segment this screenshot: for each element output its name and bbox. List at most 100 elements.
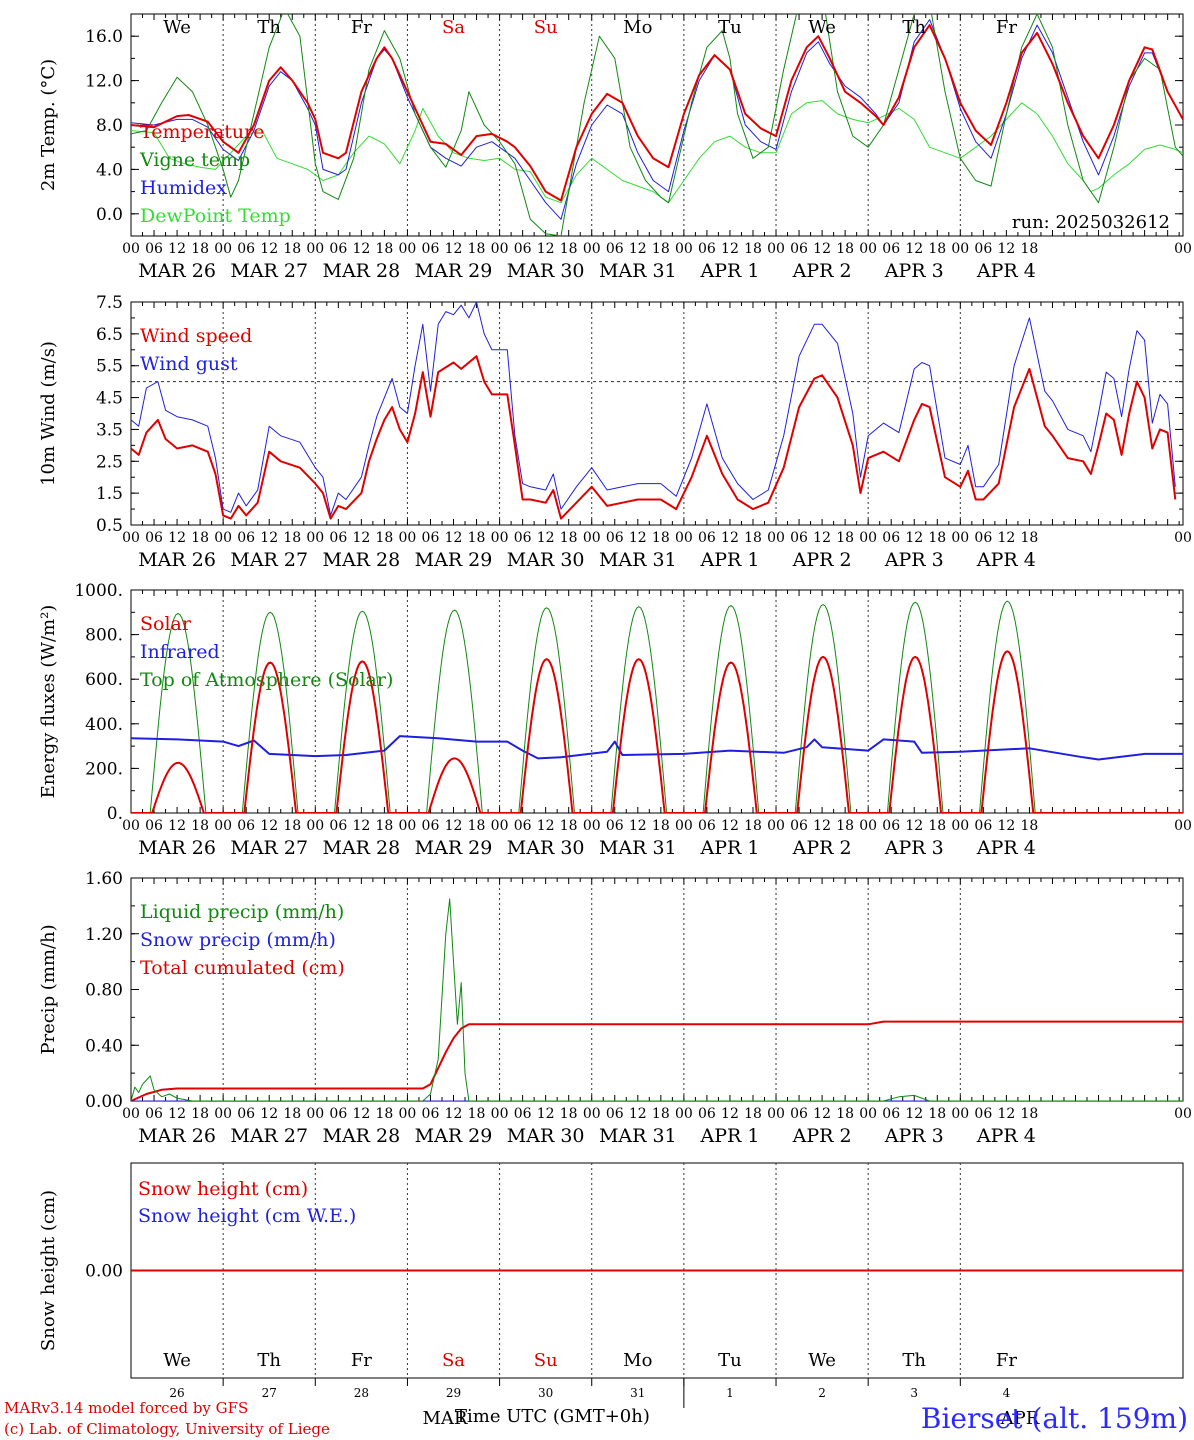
precip-hour-label: 00	[491, 1106, 509, 1122]
precip-hour-label: 06	[145, 1106, 163, 1122]
temperature-hour-label: 18	[744, 241, 762, 257]
wind-hour-label: 12	[721, 530, 739, 546]
snow-weekday-label: Fr	[996, 1350, 1017, 1371]
wind-day-label: MAR 30	[507, 549, 585, 571]
day-number-label: 31	[630, 1386, 645, 1400]
wind-y-axis-label: 10m Wind (m/s)	[38, 341, 59, 486]
temperature-hour-label: 00	[122, 241, 140, 257]
precip-y-tick-label: 0.80	[85, 981, 123, 1001]
temperature-hour-label: 00	[214, 241, 232, 257]
weekday-label: Th	[902, 17, 926, 38]
x-axis-caption: Time UTC (GMT+0h)	[455, 1406, 650, 1427]
precip-hour-label: 18	[744, 1106, 762, 1122]
precip-hour-label: 00	[306, 1106, 324, 1122]
wind-hour-label: 06	[422, 530, 440, 546]
wind-hour-label: 12	[445, 530, 463, 546]
precip-hour-label: 00	[767, 1106, 785, 1122]
energy-day-label: APR 3	[884, 837, 944, 859]
wind-hour-label: 00	[583, 530, 601, 546]
run-label: run: 2025032612	[1012, 212, 1170, 233]
wind-hour-label: 12	[537, 530, 555, 546]
weekday-label: Mo	[623, 17, 652, 38]
precip-hour-label: 12	[905, 1106, 923, 1122]
energy-day-label: MAR 31	[599, 837, 677, 859]
energy-hour-label: 12	[721, 818, 739, 834]
snow-y-axis-label: Snow height (cm)	[38, 1190, 59, 1351]
temperature-legend-entry: Humidex	[140, 177, 227, 199]
weekday-label: Su	[534, 17, 558, 38]
precip-hour-label: 00	[214, 1106, 232, 1122]
energy-y-tick-label: 0.	[107, 804, 123, 824]
wind-hour-label: 06	[790, 530, 808, 546]
precip-hour-label: 00	[122, 1106, 140, 1122]
wind-y-tick-label: 0.5	[96, 516, 123, 536]
energy-hour-label: 00	[399, 818, 417, 834]
temperature-hour-label: 12	[813, 241, 831, 257]
temperature-day-label: APR 2	[792, 260, 852, 282]
temperature-hour-label: 00	[491, 241, 509, 257]
temperature-day-label: MAR 31	[599, 260, 677, 282]
precip-hour-label: 06	[237, 1106, 255, 1122]
temperature-legend-entry: Temperature	[140, 121, 264, 143]
energy-day-label: APR 4	[976, 837, 1036, 859]
wind-hour-label: 12	[629, 530, 647, 546]
energy-y-tick-label: 200.	[85, 759, 123, 779]
day-number-label: 29	[446, 1386, 461, 1400]
snow-weekday-label: We	[808, 1350, 836, 1371]
temperature-day-label: MAR 29	[415, 260, 493, 282]
temperature-day-label: MAR 26	[138, 260, 216, 282]
energy-hour-label: 06	[422, 818, 440, 834]
precip-hour-label: 06	[698, 1106, 716, 1122]
precip-hour-label: 12	[168, 1106, 186, 1122]
precip-hour-label: 06	[606, 1106, 624, 1122]
precip-hour-label: 00	[583, 1106, 601, 1122]
energy-day-label: APR 2	[792, 837, 852, 859]
temperature-hour-label: 00	[583, 241, 601, 257]
energy-hour-label: 00	[583, 818, 601, 834]
energy-hour-label: 00	[951, 818, 969, 834]
temperature-hour-label: 06	[514, 241, 532, 257]
wind-hour-label: 00	[767, 530, 785, 546]
energy-day-label: APR 1	[699, 837, 759, 859]
weekday-label: Th	[257, 17, 281, 38]
energy-hour-label: 12	[537, 818, 555, 834]
precip-hour-label: 18	[836, 1106, 854, 1122]
precip-day-label: MAR 31	[599, 1125, 677, 1147]
wind-day-label: MAR 26	[138, 549, 216, 571]
weekday-label: We	[163, 17, 191, 38]
lab-credit: (c) Lab. of Climatology, University of L…	[4, 1420, 330, 1438]
energy-hour-label: 12	[629, 818, 647, 834]
wind-hour-label: 06	[329, 530, 347, 546]
temperature-legend-entry: DewPoint Temp	[140, 205, 291, 227]
wind-hour-label: 00	[1174, 530, 1192, 546]
snow-weekday-label: Fr	[351, 1350, 372, 1371]
snow-weekday-label: Sa	[442, 1350, 465, 1371]
energy-y-tick-label: 400.	[85, 715, 123, 735]
model-credit: MARv3.14 model forced by GFS	[4, 1399, 249, 1417]
precip-hour-label: 18	[1021, 1106, 1039, 1122]
precip-hour-label: 18	[652, 1106, 670, 1122]
precip-day-label: MAR 30	[507, 1125, 585, 1147]
temperature-hour-label: 18	[283, 241, 301, 257]
temperature-day-label: APR 4	[976, 260, 1036, 282]
wind-hour-label: 18	[560, 530, 578, 546]
temperature-hour-label: 12	[445, 241, 463, 257]
temperature-hour-label: 06	[606, 241, 624, 257]
wind-y-tick-label: 6.5	[96, 325, 123, 345]
temperature-y-tick-label: 12.0	[85, 72, 123, 92]
energy-hour-label: 18	[744, 818, 762, 834]
precip-y-tick-label: 0.40	[85, 1036, 123, 1056]
weekday-label: Tu	[718, 17, 742, 38]
temperature-hour-label: 18	[191, 241, 209, 257]
temperature-hour-label: 18	[1021, 241, 1039, 257]
precip-hour-label: 18	[928, 1106, 946, 1122]
temperature-hour-label: 18	[375, 241, 393, 257]
temperature-hour-label: 06	[329, 241, 347, 257]
wind-y-tick-label: 3.5	[96, 420, 123, 440]
precip-day-label: APR 2	[792, 1125, 852, 1147]
wind-hour-label: 12	[997, 530, 1015, 546]
precip-hour-label: 18	[283, 1106, 301, 1122]
temperature-hour-label: 06	[790, 241, 808, 257]
wind-series-line	[131, 302, 1176, 516]
wind-hour-label: 18	[652, 530, 670, 546]
